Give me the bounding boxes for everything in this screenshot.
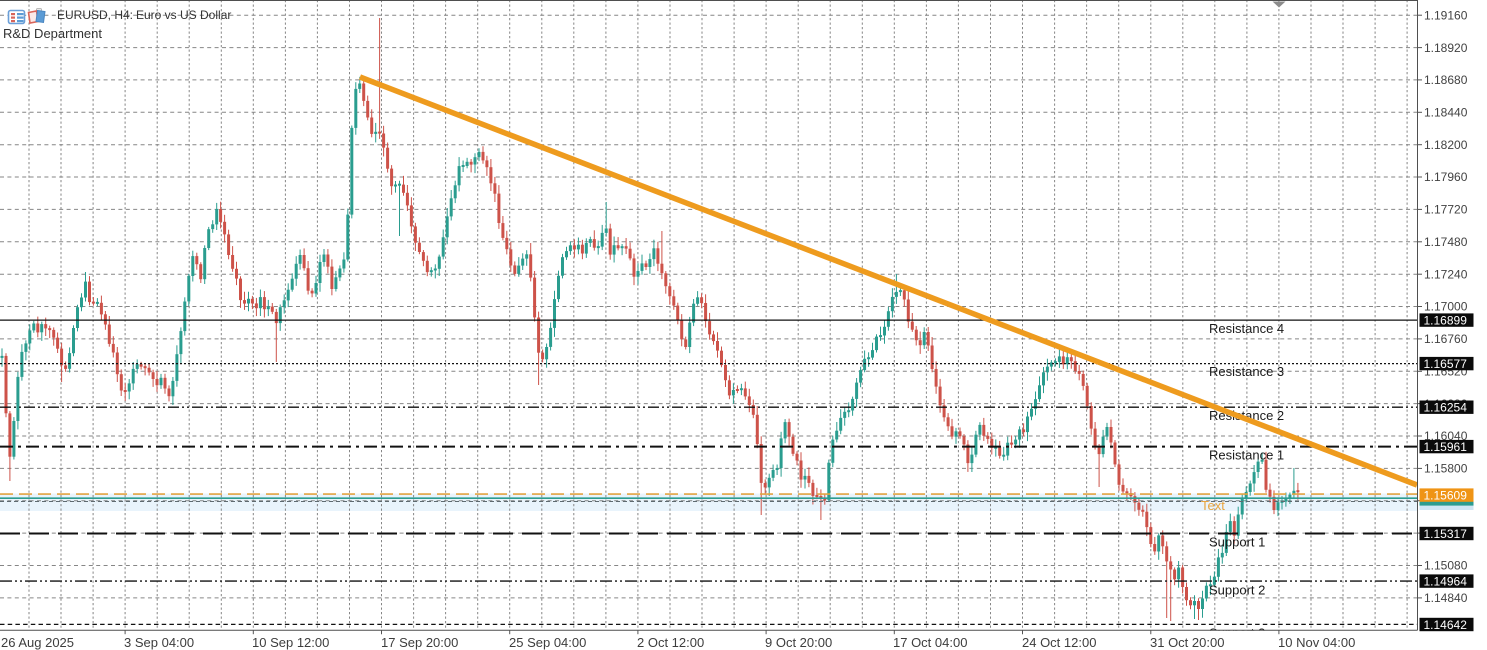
svg-text:1.18920: 1.18920	[1424, 41, 1468, 55]
svg-text:1.14840: 1.14840	[1424, 591, 1468, 605]
svg-text:1.14964: 1.14964	[1424, 574, 1468, 588]
svg-text:Resistance 3: Resistance 3	[1209, 364, 1284, 379]
svg-text:1.16040: 1.16040	[1424, 429, 1468, 443]
svg-text:1.17000: 1.17000	[1424, 300, 1468, 314]
svg-text:1.18200: 1.18200	[1424, 138, 1468, 152]
svg-text:1.15609: 1.15609	[1424, 488, 1468, 502]
svg-text:Resistance 1: Resistance 1	[1209, 448, 1284, 463]
svg-text:1.19160: 1.19160	[1424, 8, 1468, 22]
svg-text:1.14642: 1.14642	[1424, 618, 1468, 632]
svg-text:1.15800: 1.15800	[1424, 462, 1468, 476]
svg-text:1.17720: 1.17720	[1424, 203, 1468, 217]
svg-text:1.17960: 1.17960	[1424, 170, 1468, 184]
svg-text:Text: Text	[1201, 498, 1225, 513]
svg-text:Resistance 4: Resistance 4	[1209, 321, 1284, 336]
svg-text:1.15961: 1.15961	[1424, 440, 1468, 454]
svg-text:1.15317: 1.15317	[1424, 527, 1468, 541]
svg-text:1.18440: 1.18440	[1424, 106, 1468, 120]
svg-text:1.16760: 1.16760	[1424, 332, 1468, 346]
svg-text:1.16577: 1.16577	[1424, 357, 1468, 371]
svg-text:Support 2: Support 2	[1209, 583, 1265, 598]
svg-text:1.18680: 1.18680	[1424, 73, 1468, 87]
svg-text:1.17240: 1.17240	[1424, 267, 1468, 281]
svg-text:1.15080: 1.15080	[1424, 559, 1468, 573]
svg-text:Support 1: Support 1	[1209, 535, 1265, 550]
svg-text:1.16254: 1.16254	[1424, 401, 1468, 415]
svg-text:1.17480: 1.17480	[1424, 235, 1468, 249]
svg-text:1.16899: 1.16899	[1424, 313, 1468, 327]
